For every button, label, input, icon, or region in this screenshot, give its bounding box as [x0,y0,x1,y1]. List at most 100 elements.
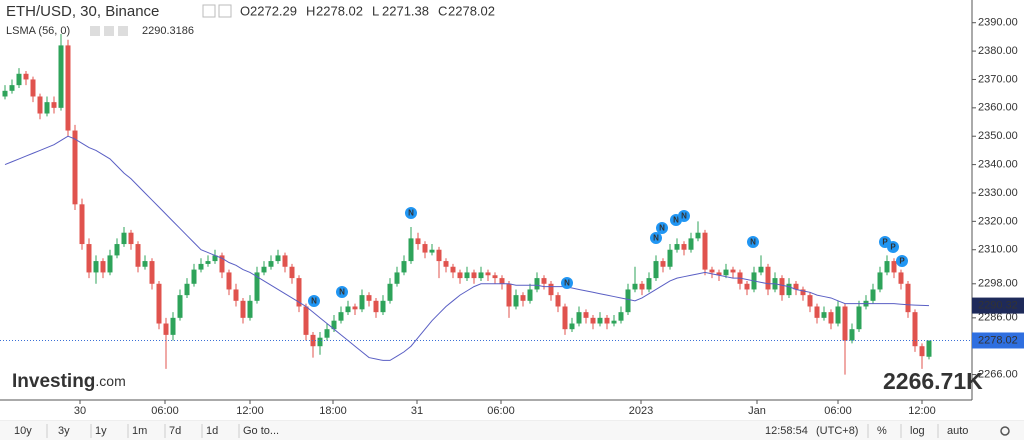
indicator-name: LSMA (56, 0) [6,25,70,37]
range-button[interactable]: 10y [14,425,32,437]
option-button[interactable]: % [877,425,887,437]
watermark: 2266.71K [883,368,983,394]
candle-body [373,300,379,313]
candle-body [345,306,351,313]
icon[interactable] [118,26,128,36]
candle [583,309,589,324]
x-tick-label: 18:00 [319,405,347,417]
candle-body [289,266,295,279]
candle [534,272,540,293]
candle [611,315,617,327]
candle-body [576,312,582,324]
range-button[interactable]: 1y [95,425,107,437]
event-marker[interactable]: N [656,222,668,234]
candle-body [450,266,456,273]
candle-body [842,306,848,341]
candle [926,340,932,360]
candle [618,306,624,324]
option-button[interactable]: log [910,425,925,437]
candle [338,306,344,324]
logo-brand: Investing [12,371,95,392]
candle [828,309,834,330]
event-marker[interactable]: P [896,255,908,267]
candle [373,297,379,318]
event-marker-label: N [311,297,317,306]
candle [79,198,85,250]
event-marker[interactable]: N [308,295,320,307]
candle-body [135,244,141,267]
ohlc-value: 2271.38 [382,3,429,18]
candle-body [177,295,183,318]
candle-body [170,317,176,335]
range-button[interactable]: 3y [58,425,70,437]
candle-body [653,261,659,279]
ohlc-letter: C [438,3,447,18]
candle-body [51,102,57,108]
event-marker[interactable]: N [650,232,662,244]
candle-body [16,73,22,86]
candle-body [275,255,281,262]
candle [464,266,470,281]
y-tick-label: 2310.00 [978,244,1018,256]
range-button[interactable]: 7d [169,425,181,437]
candle-body [338,312,344,321]
candle [695,221,701,242]
settings-button[interactable] [1000,426,1010,436]
event-marker[interactable]: N [405,207,417,219]
event-marker[interactable]: N [678,210,690,222]
candle-body [457,272,463,279]
range-button[interactable]: 1m [132,425,147,437]
candle-body [359,295,365,310]
candle [51,96,57,114]
candle [912,309,918,352]
icon[interactable] [202,4,216,18]
candle-body [310,334,316,347]
icon[interactable] [218,4,232,18]
candle-body [611,320,617,324]
x-tick-label: 2023 [629,405,653,417]
candle-body [100,261,106,273]
candle [667,244,673,270]
candle [135,241,141,273]
candle-body [709,269,715,273]
candle [898,269,904,290]
candle-body [618,312,624,321]
candle-body [828,312,834,324]
icon[interactable] [90,26,100,36]
event-marker-circle [678,210,690,222]
event-marker[interactable]: N [336,286,348,298]
candle [436,246,442,279]
candle-body [674,244,680,250]
y-tick-label: 2298.00 [978,278,1018,290]
candle [2,85,8,100]
event-marker[interactable]: P [887,241,899,253]
candle [478,266,484,281]
candle-body [394,272,400,284]
candle [198,258,204,273]
option-button[interactable]: auto [947,425,968,437]
candle [93,255,99,284]
candle [576,306,582,327]
candle [653,255,659,281]
event-marker[interactable]: N [747,236,759,248]
candle-body [695,232,701,239]
candle-body [408,238,414,262]
event-marker-circle [336,286,348,298]
candle-body [93,261,99,273]
candle [317,332,323,355]
event-marker-circle [405,207,417,219]
indicator-value: 2290.3186 [142,25,194,37]
event-marker[interactable]: N [561,277,573,289]
candle [877,266,883,293]
candle-body [800,289,806,296]
candle-body [86,244,92,273]
range-button[interactable]: 1d [206,425,218,437]
icon[interactable] [104,26,114,36]
candle [58,34,64,111]
goto-button[interactable]: Go to... [243,425,279,437]
event-marker-circle [747,236,759,248]
candle [30,76,36,103]
candle-body [541,278,547,284]
candle-body [814,306,820,318]
logo-suffix: .com [95,373,125,389]
